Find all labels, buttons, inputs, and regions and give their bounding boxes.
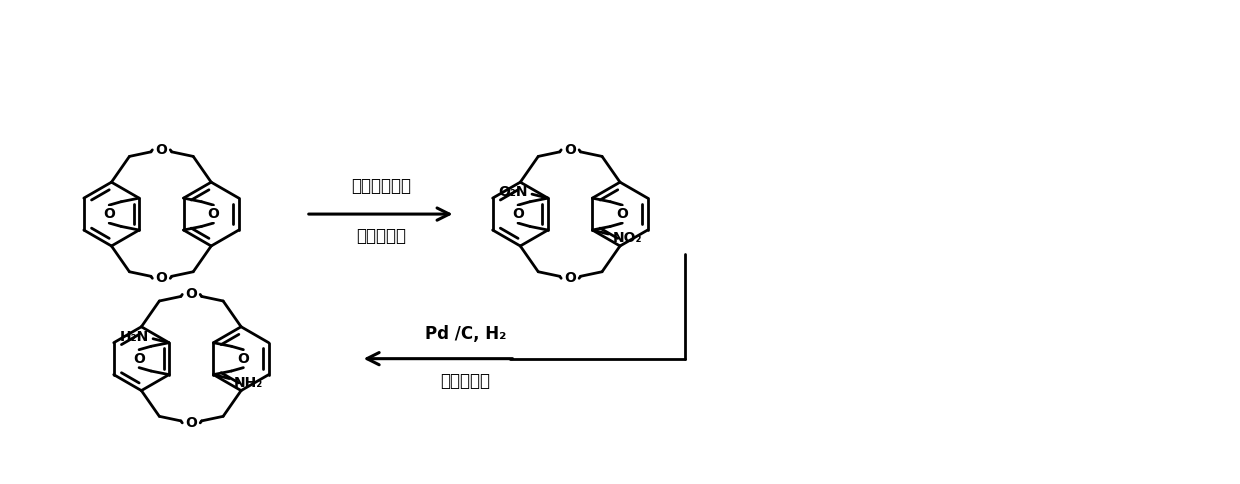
Text: 氯俯，乙酸: 氯俯，乙酸 [356,227,405,245]
Text: O₂N: O₂N [498,185,528,199]
Text: O: O [185,416,197,430]
Text: O: O [616,207,629,221]
Text: H₂N: H₂N [120,330,149,344]
Text: O: O [512,207,525,221]
Text: NO₂: NO₂ [613,231,642,245]
Text: O: O [155,272,167,285]
Text: O: O [237,352,249,366]
Text: O: O [155,143,167,157]
Text: O: O [207,207,219,221]
Text: O: O [564,272,577,285]
Text: 乙酸酔，硬酸: 乙酸酔，硬酸 [351,177,410,195]
Text: O: O [103,207,115,221]
Text: Pd /C, H₂: Pd /C, H₂ [425,325,506,343]
Text: 乙二醇甲醚: 乙二醇甲醚 [440,372,491,390]
Text: NH₂: NH₂ [233,376,263,390]
Text: O: O [185,287,197,302]
Text: O: O [133,352,145,366]
Text: O: O [564,143,577,157]
